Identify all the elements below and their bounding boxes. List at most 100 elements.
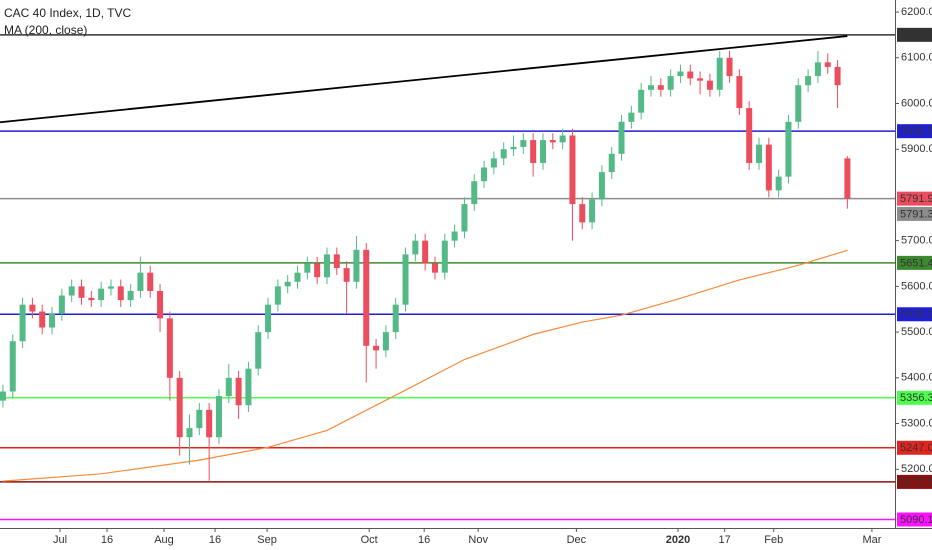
candle-body [78,286,85,298]
candle-body [785,121,792,177]
candle-body [697,78,704,81]
y-tick-label: 5300.0 [901,417,932,429]
candle-body [147,272,154,291]
candle-body [373,345,380,351]
level-label: 5247.0 [900,442,932,454]
y-tick-label: 6100.0 [901,52,932,64]
candle-body [677,71,684,77]
candle-body [255,332,262,369]
level-label-box [897,124,932,139]
candle-body [157,290,164,319]
candle-body [363,249,370,346]
candle-body [824,62,831,67]
x-tick-label: Aug [154,534,174,546]
candle-body [706,80,713,90]
chart-title: CAC 40 Index, 1D, TVC [4,6,132,20]
candle-body [726,57,733,77]
candle-body [746,108,753,163]
candle-body [402,254,409,305]
y-tick-label: 6200.0 [901,6,932,18]
candle-body [137,272,144,291]
candle-body [481,167,488,182]
candle-body [19,304,26,342]
x-tick-label: Nov [468,534,488,546]
level-label: 5791.9 [900,193,932,205]
candle-body [441,240,448,273]
x-tick-label: Dec [567,534,587,546]
candle-body [834,66,841,86]
candle-body [39,311,46,328]
level-label-box [897,390,932,405]
candle-body [166,318,173,378]
candle-body [186,428,193,438]
candle-body [68,286,75,296]
candle-body [284,281,291,287]
level-label: 5172.3 [900,476,932,488]
candle-body [304,263,311,273]
x-tick-label: 16 [418,534,430,546]
x-tick-label: Jul [53,534,67,546]
candle-body [274,286,281,305]
level-label-box [897,307,932,322]
candle-body [844,158,851,199]
candle-body [314,263,321,278]
candle-body [98,288,105,301]
candle-body [569,135,576,205]
candle-body [490,158,497,168]
candle-body [176,377,183,438]
candle-body [687,71,694,79]
level-label: 5651.4 [900,257,932,269]
candle-body [805,76,812,86]
x-tick-label: 16 [209,534,221,546]
price-label-box [897,206,932,221]
plot [0,34,895,521]
candle-body [510,146,517,150]
candle-body [58,295,65,314]
candle-body [520,140,527,147]
y-tick-label: 5500.0 [901,326,932,338]
x-tick-label: 16 [101,534,113,546]
candle-body [647,85,654,90]
candle-body [29,304,36,312]
y-tick-label: 5700.0 [901,235,932,247]
candle-body [756,144,763,163]
level-label-box [897,191,932,206]
candle-body [206,409,213,438]
y-tick-label: 5400.0 [901,372,932,384]
y-tick-label: 5600.0 [901,280,932,292]
candle-body [107,286,114,289]
level-label-box [897,27,932,42]
candle-body [422,240,429,264]
candle-body [412,240,419,255]
x-tick-label: 17 [719,534,731,546]
trendline [0,35,848,124]
candle-body [559,135,566,143]
candle-body [765,144,772,191]
candle-body [323,254,330,278]
x-tick-label: Sep [257,534,277,546]
candle-body [215,396,222,438]
candle-body [392,304,399,333]
candle-body [9,341,16,392]
level-label: 6150.2 [900,29,932,41]
level-label: 5939.5 [900,126,932,138]
candle-body [127,290,134,301]
moving-average [2,249,848,482]
candle-body [667,76,674,90]
candle-body [795,85,802,122]
y-tick-label: 6000.0 [901,97,932,109]
candle-body [814,62,821,77]
indicator-label: MA (200, close) [4,23,87,37]
level-label-box [897,474,932,489]
candle-body [500,149,507,159]
candle-body [451,231,458,241]
x-tick-label: Feb [764,534,783,546]
candle-body [539,140,546,163]
x-tick-label: Oct [361,534,378,546]
candle-body [716,57,723,90]
candle-body [628,112,635,122]
candle-body [461,204,468,232]
y-tick-label: 5200.0 [901,463,932,475]
candle-body [579,204,586,223]
